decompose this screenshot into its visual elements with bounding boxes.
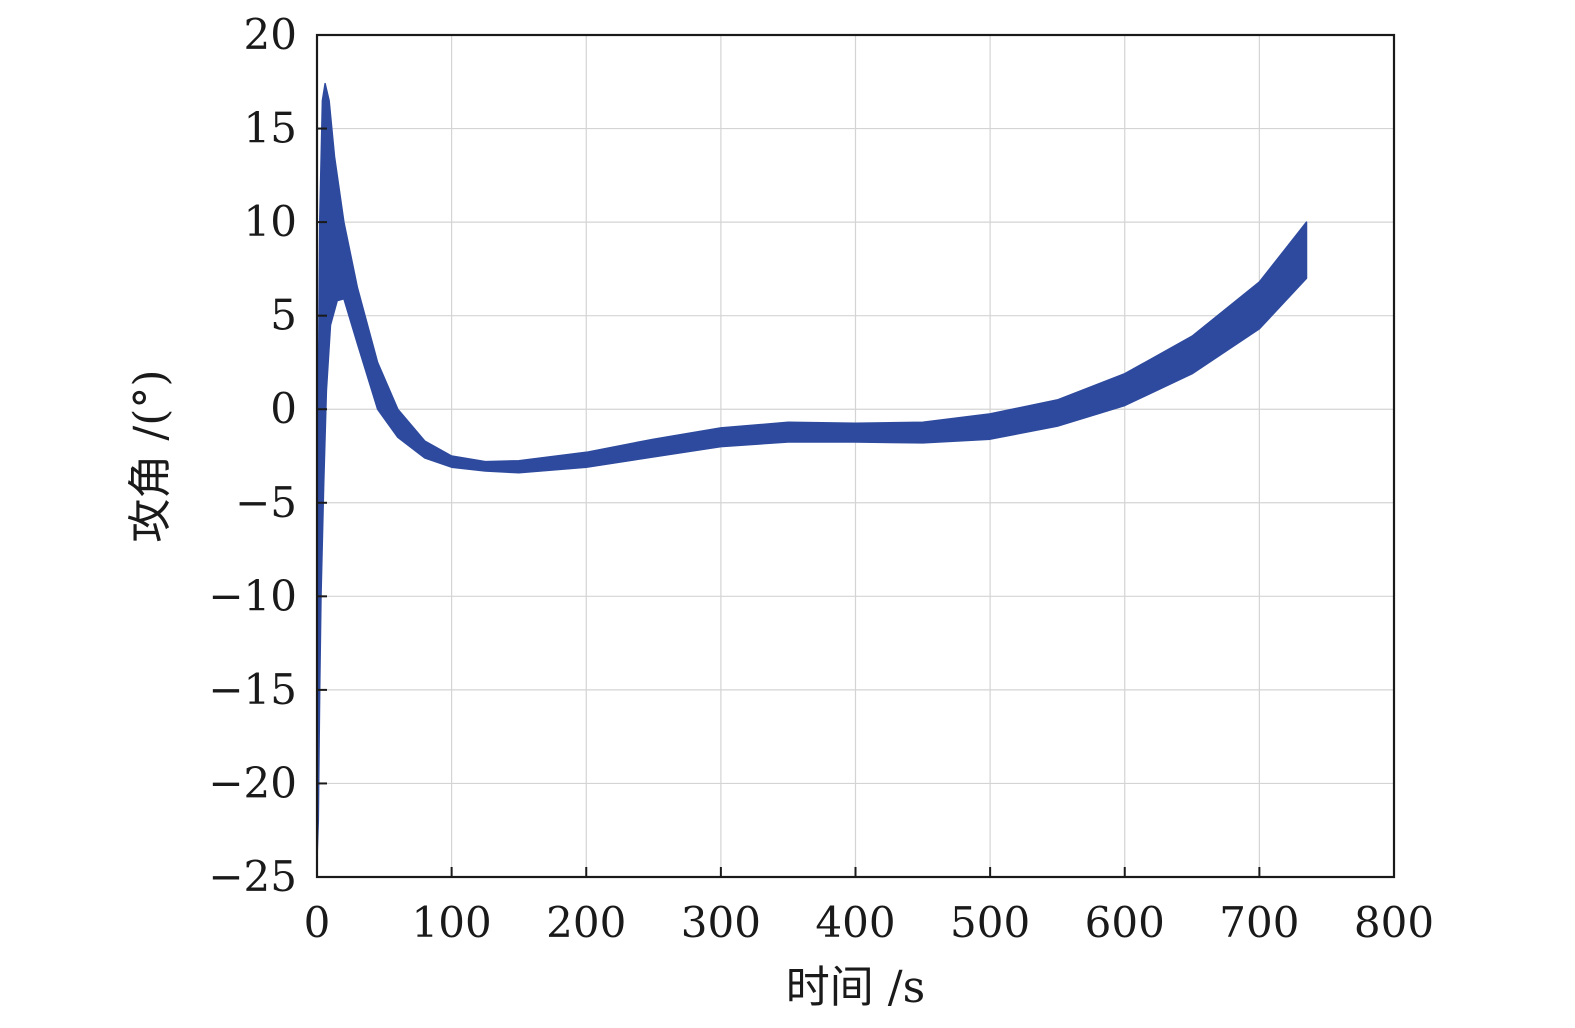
y-tick-labels: 20 15 10 5 0 −5 −10 −15 −20 −25 [208, 10, 297, 901]
y-tick-label: −5 [235, 478, 297, 527]
plot-frame [315, 33, 1396, 879]
series-band [316, 82, 1308, 860]
x-tick-label: 200 [546, 898, 626, 947]
y-tick-label: −20 [208, 758, 297, 807]
x-tick-labels: 0 100 200 300 400 500 600 700 800 [304, 898, 1434, 947]
x-tick-label: 800 [1354, 898, 1434, 947]
x-tick-label: 0 [304, 898, 331, 947]
x-tick-label: 400 [815, 898, 895, 947]
x-tick-label: 300 [681, 898, 761, 947]
x-tick-label: 600 [1085, 898, 1165, 947]
grid-lines [317, 35, 1394, 877]
series-band-group [316, 82, 1308, 860]
y-tick-label: 10 [244, 197, 297, 246]
y-tick-label: 0 [270, 384, 297, 433]
y-tick-label: 15 [244, 104, 297, 153]
x-tick-label: 700 [1219, 898, 1299, 947]
x-tick-label: 500 [950, 898, 1030, 947]
y-tick-label: 20 [244, 10, 297, 59]
x-axis-label: 时间 /s [786, 962, 925, 1013]
y-tick-label: −15 [208, 665, 297, 714]
y-tick-label: −25 [208, 852, 297, 901]
x-tick-label: 100 [412, 898, 492, 947]
y-tick-label: −10 [208, 571, 297, 620]
y-axis-label: 攻角 /(°) [125, 369, 176, 542]
y-tick-label: 5 [270, 291, 297, 340]
